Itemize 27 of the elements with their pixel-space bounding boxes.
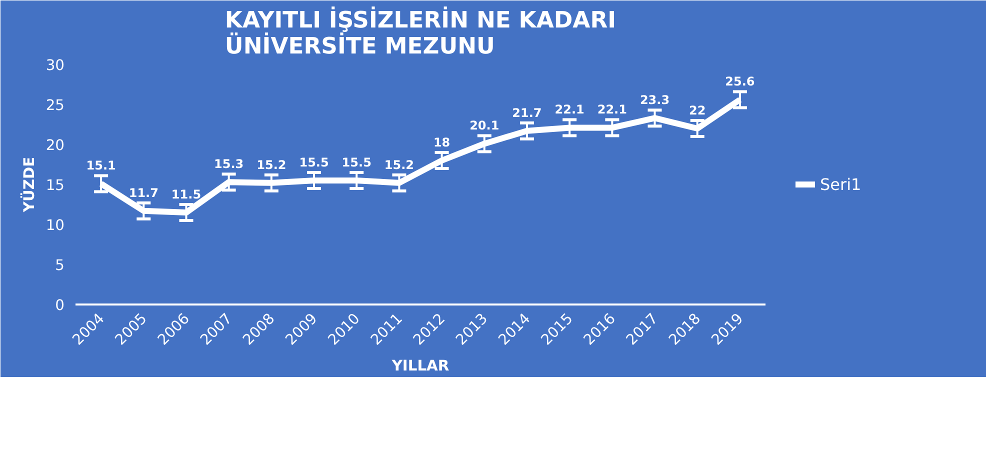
data-label: 23.3 [640,93,670,108]
x-axis-title: YILLAR [390,358,450,375]
data-label: 20.1 [470,118,500,133]
data-label: 22.1 [597,102,627,117]
data-label: 15.2 [256,158,286,172]
y-tick-label: 20 [46,137,65,154]
y-tick-label: 15 [46,177,65,194]
y-tick-label: 10 [46,217,65,234]
y-tick-label: 0 [55,297,65,314]
data-label: 25.6 [725,74,755,89]
data-label: 22.1 [554,102,584,117]
data-label: 15.5 [342,156,372,170]
data-label: 15.1 [86,158,116,173]
chart-title: KAYITLI İŞSİZLERİN NE KADARI ÜNİVERSİTE MEZUNU [224,6,616,60]
data-label: 15.5 [299,156,329,170]
y-tick-label: 5 [55,257,65,274]
y-tick-label: 30 [46,57,65,74]
data-label: 11.5 [171,188,202,202]
data-label: 11.7 [128,186,158,200]
data-label: 18 [433,136,450,150]
data-label: 22 [689,104,706,118]
data-label: 15.2 [384,158,414,172]
y-tick-label: 25 [46,97,65,114]
data-label: 21.7 [512,106,542,120]
legend-label: Seri1 [820,174,862,194]
y-axis-title: YÜZDE [20,156,38,214]
data-label: 15.3 [214,157,244,172]
